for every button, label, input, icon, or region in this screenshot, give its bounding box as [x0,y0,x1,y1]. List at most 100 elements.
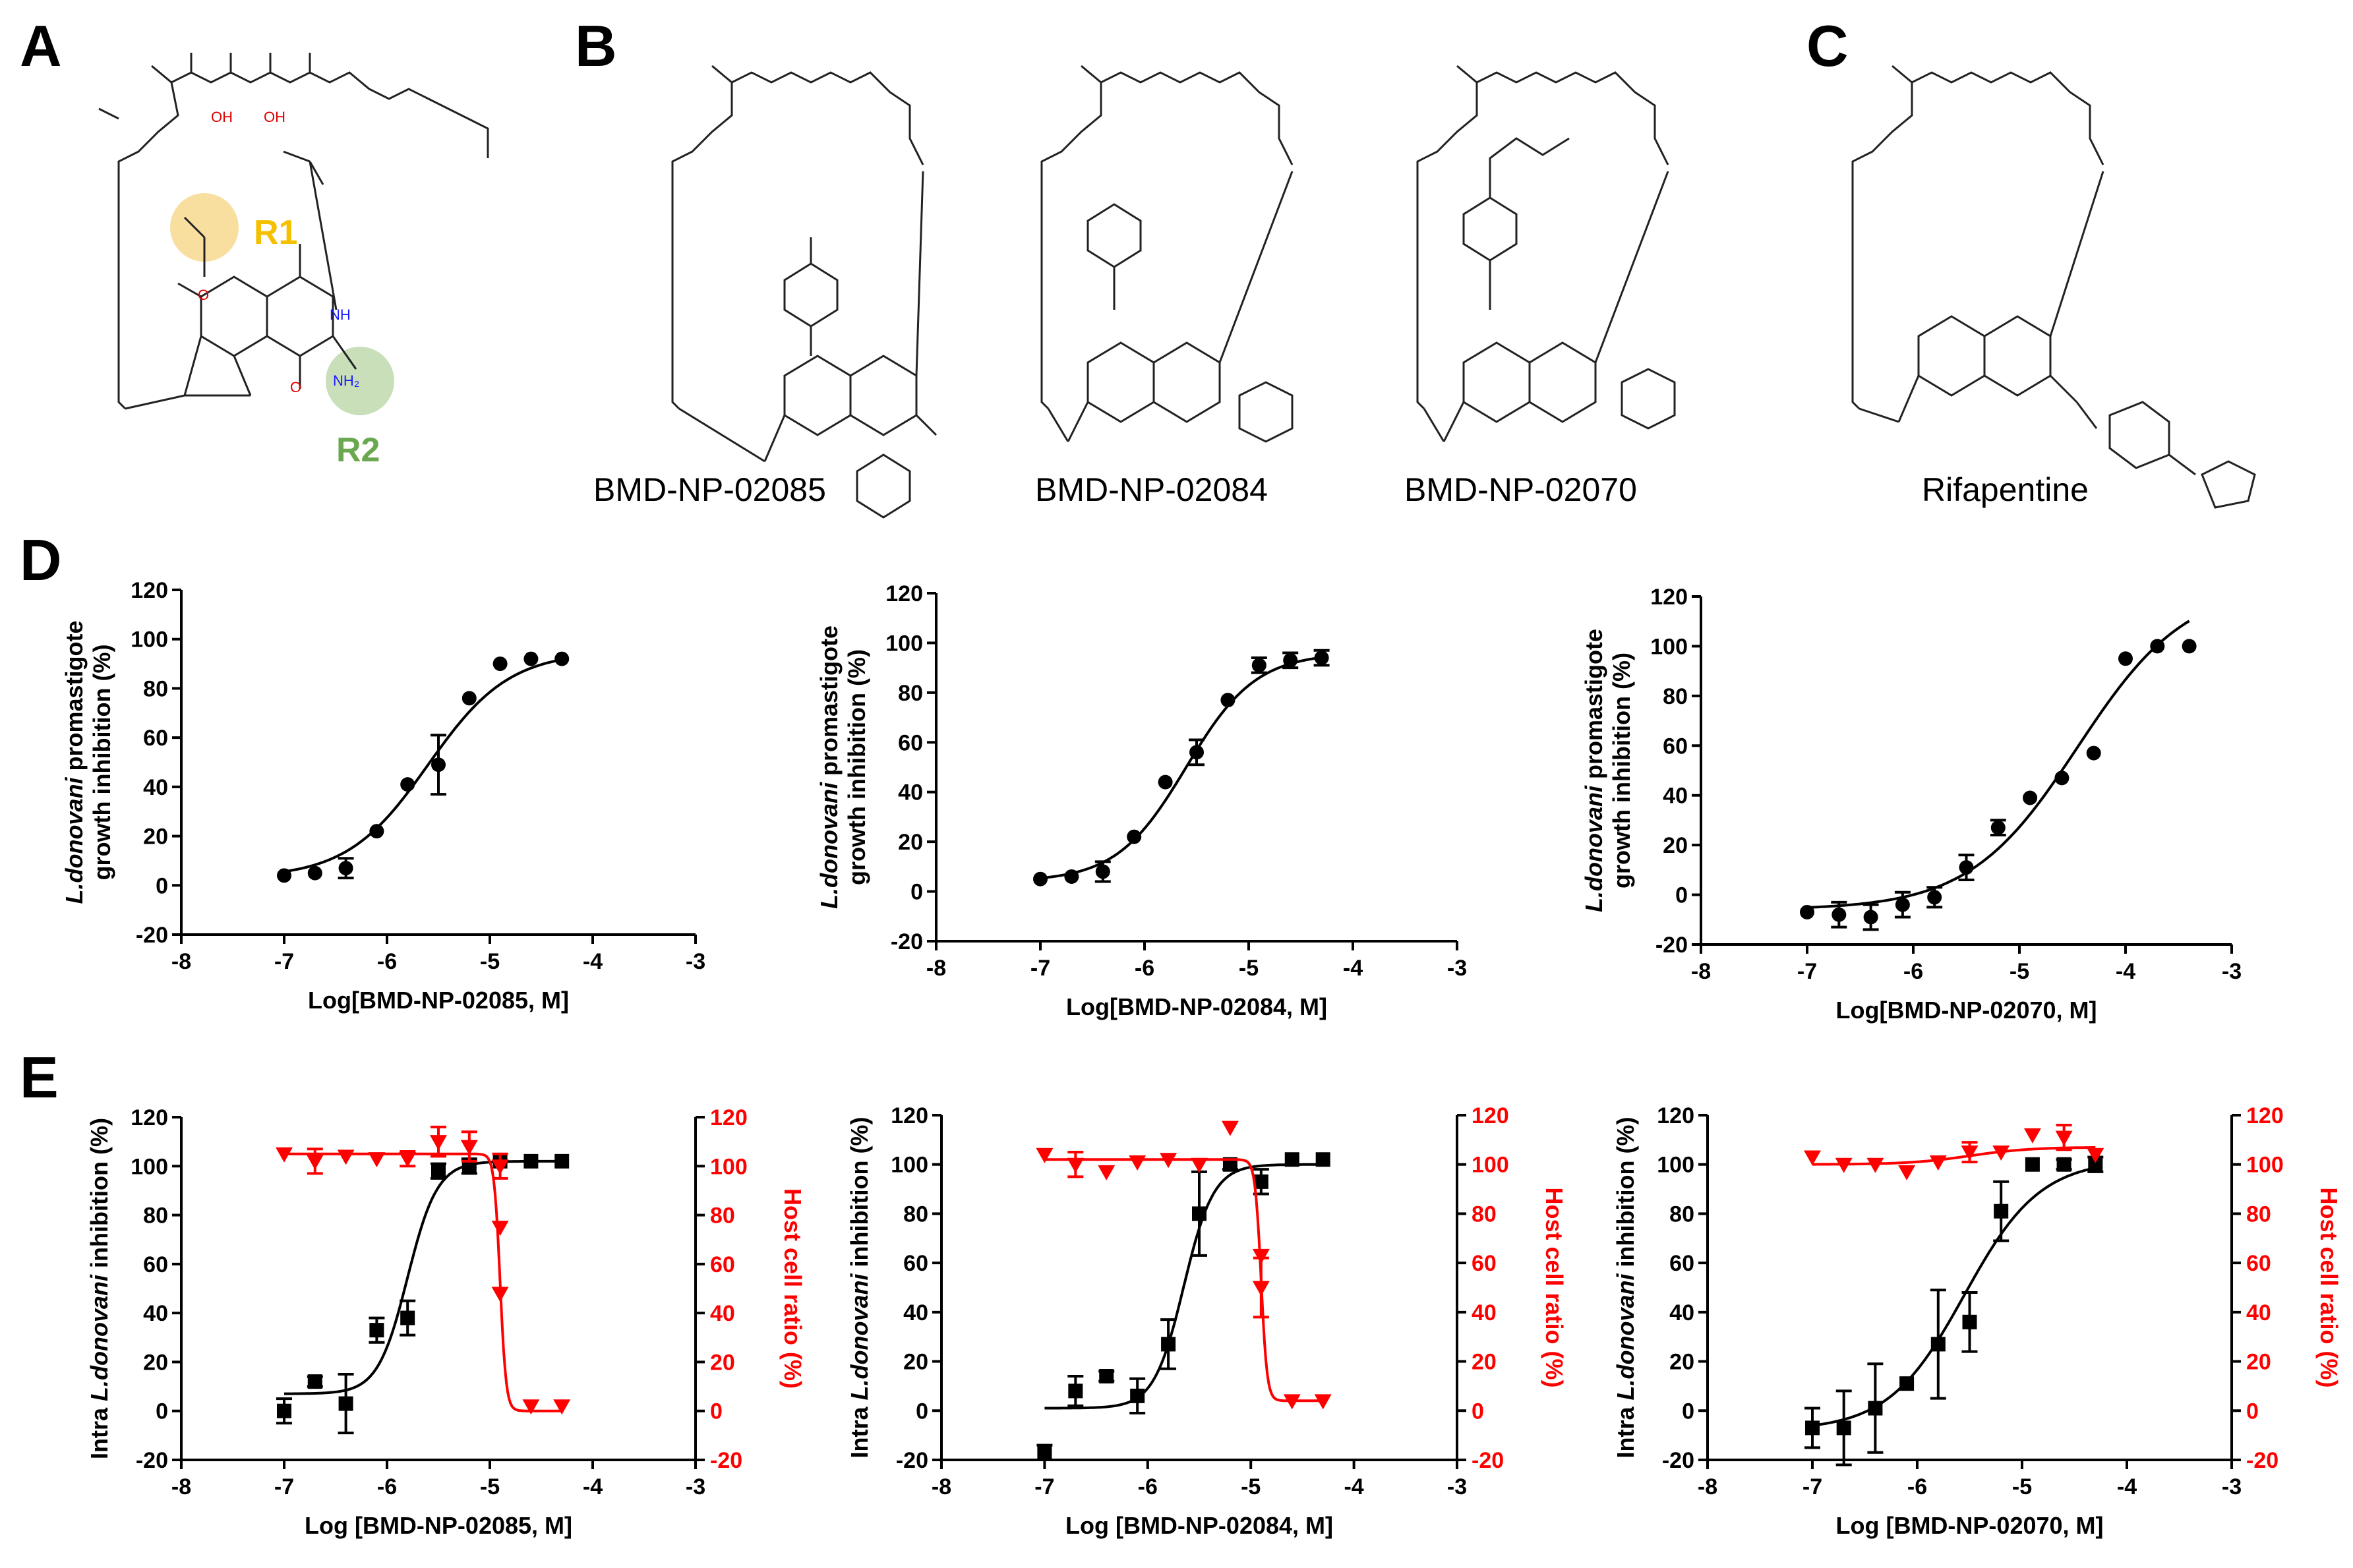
data-point [492,656,508,672]
data-point [1158,774,1173,790]
y2-tick-label: 120 [710,1105,748,1130]
x-tick-label: -5 [1241,1474,1261,1499]
y-tick-label: 60 [898,730,923,755]
x-tick-label: -7 [1797,959,1817,984]
data-point [400,777,415,792]
y2-tick-label: 80 [710,1204,735,1229]
y2-tick-label: 20 [710,1350,735,1375]
data-point [1804,1150,1821,1166]
y2-tick-label: -20 [710,1448,742,1473]
data-point [523,1153,539,1169]
data-point [2182,639,2197,654]
y-axis-label-rest: promastigote [1580,629,1607,786]
data-point [1036,1147,1054,1163]
data-point [1127,829,1142,844]
data-point [1098,1165,1116,1180]
y2-tick-label: 20 [2246,1350,2271,1375]
x-tick-label: -4 [2116,959,2135,984]
y-tick-label: 20 [1663,833,1688,858]
structure-a [98,53,489,415]
data-point [307,1374,322,1389]
data-point [2118,651,2133,666]
x-tick-label: -8 [171,949,191,974]
y-tick-label: 120 [891,1103,928,1128]
data-point [1800,904,1814,919]
data-point [431,757,446,772]
fit-curve [1806,620,2190,909]
data-point [1095,864,1110,879]
data-point [1314,1394,1332,1410]
data-point [1992,1146,2010,1161]
data-point [1990,820,2006,835]
data-point [1192,1206,1206,1221]
data-point [1898,1165,1916,1180]
y-tick-label: 20 [143,1350,168,1375]
data-point [1067,1157,1085,1173]
y2-tick-label: 60 [710,1252,735,1277]
atom-oh: OH [211,109,233,125]
panel-letter-a: A [20,13,62,78]
data-point [2025,1157,2040,1172]
data-point [1832,907,1847,922]
x-tick-label: -4 [1343,956,1363,981]
data-point [368,1152,386,1168]
x-tick-label: -5 [1239,956,1259,981]
data-point [1284,1152,1299,1167]
y2-tick-label: 100 [2246,1153,2284,1178]
y-tick-label: 40 [143,775,168,800]
y-tick-label: 0 [1682,1399,1694,1424]
y-axis-label-line1: L.donovani promastigote [816,625,843,909]
structure-b2 [1040,65,1294,443]
r1-highlight-circle [170,193,239,262]
x-tick-label: -6 [1907,1474,1927,1499]
data-point [1836,1420,1851,1436]
data-point [338,1396,353,1411]
r1-label: R1 [254,214,297,252]
fit-curve [1044,1158,1323,1403]
data-point [1959,860,1974,875]
x-axis-label: Log[BMD-NP-02085, M] [308,987,569,1014]
data-point [306,1154,324,1170]
y-tick-label: 120 [131,578,168,603]
structure-a-labels: OH OH NH NH₂ O O R1 R2 [198,109,380,469]
structure-c [1851,65,2256,509]
y-tick-label: 0 [156,1399,168,1424]
x-tick-label: -4 [1344,1474,1363,1499]
y-axis-label-italic: L.donovani [1612,1273,1639,1400]
data-point [1099,1368,1114,1383]
x-tick-label: -5 [480,949,500,974]
x-axis-label: Log[BMD-NP-02070, M] [1835,997,2097,1024]
y2-tick-label: -20 [2246,1448,2279,1473]
y2-tick-label: 100 [710,1154,748,1179]
x-tick-label: -7 [1030,956,1050,981]
data-point [1037,1445,1052,1460]
x-tick-label: -7 [274,1474,294,1499]
data-point [1130,1388,1145,1403]
x-tick-label: -3 [1447,1474,1467,1499]
data-point [1068,1383,1083,1399]
y-tick-label: 40 [903,1300,928,1325]
panel-letter-c: C [1806,13,1849,78]
x-tick-label: -5 [2010,959,2029,984]
atom-nh2: NH₂ [333,372,359,389]
y-axis-label-line1: L.donovani promastigote [61,620,88,904]
x-tick-label: -8 [1691,959,1711,984]
x-tick-label: -4 [2117,1474,2137,1499]
y-tick-label: 0 [1675,883,1688,908]
data-point [462,691,477,706]
y-axis-label-post: inhibition (%) [846,1117,873,1274]
fit-curve [284,1152,562,1412]
data-point [1189,745,1204,760]
y-axis-label-line2: growth inhibition (%) [1608,653,1635,888]
data-point [276,1147,293,1163]
y-axis-label-pre: Intra [1612,1400,1639,1458]
data-point [1805,1420,1820,1436]
data-point [1899,1376,1915,1391]
y-axis-label-italic: L.donovani [846,1273,873,1400]
x-tick-label: -8 [926,956,946,981]
y-tick-label: -20 [891,929,923,954]
y2-tick-label: 20 [1472,1350,1497,1375]
y-axis-label-line1: L.donovani promastigote [1580,629,1607,912]
y2-tick-label: 120 [2246,1103,2284,1128]
